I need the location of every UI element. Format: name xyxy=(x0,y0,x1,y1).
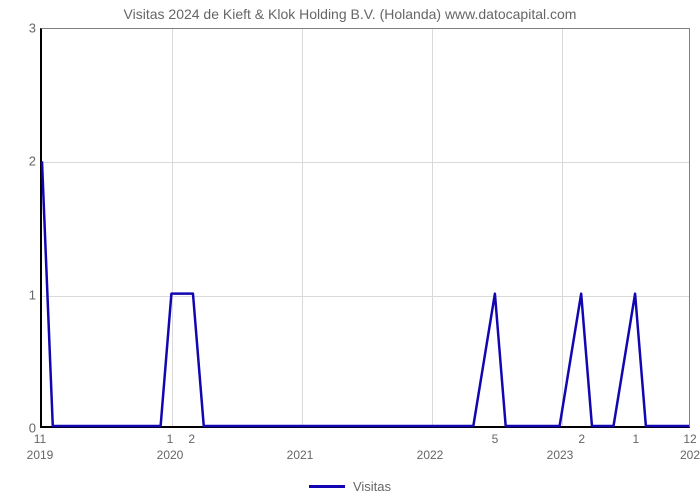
x-month-label: 2 xyxy=(578,432,585,446)
legend-swatch xyxy=(309,485,345,488)
chart-title: Visitas 2024 de Kieft & Klok Holding B.V… xyxy=(0,6,700,22)
x-year-label: 202 xyxy=(680,448,700,462)
legend-label: Visitas xyxy=(353,479,391,494)
x-month-label: 1 xyxy=(632,432,639,446)
x-year-label: 2023 xyxy=(547,448,574,462)
y-tick-label: 2 xyxy=(29,154,36,169)
y-tick-label: 1 xyxy=(29,287,36,302)
plot-area xyxy=(40,28,690,428)
x-month-label: 11 xyxy=(34,432,46,446)
y-tick-label: 3 xyxy=(29,21,36,36)
x-year-label: 2021 xyxy=(287,448,314,462)
x-month-label: 1 xyxy=(167,432,174,446)
x-month-label: 12 xyxy=(683,432,696,446)
x-year-label: 2020 xyxy=(157,448,184,462)
x-month-label: 2 xyxy=(188,432,195,446)
x-year-label: 2022 xyxy=(417,448,444,462)
x-month-label: 5 xyxy=(492,432,499,446)
x-year-label: 2019 xyxy=(27,448,54,462)
line-series xyxy=(42,29,689,426)
legend: Visitas xyxy=(0,479,700,494)
